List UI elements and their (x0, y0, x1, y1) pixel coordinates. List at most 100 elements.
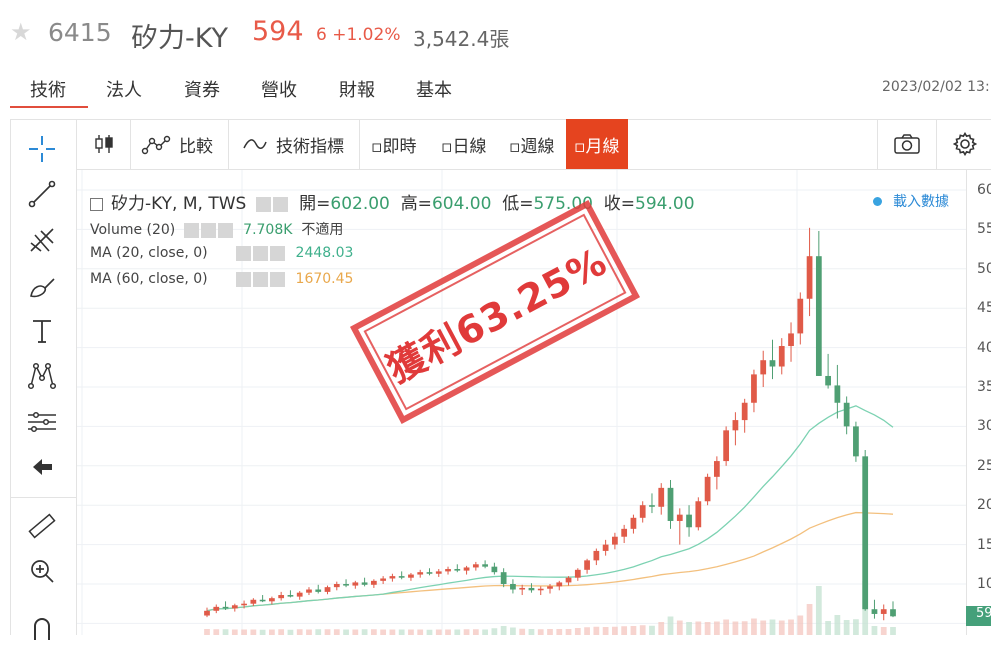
volume-bar (806, 604, 813, 635)
volume-bar (704, 622, 711, 635)
volume-bar (732, 621, 739, 635)
period-monthly[interactable]: ▫月線 (566, 119, 628, 169)
candle-body (259, 599, 266, 602)
candlestick-icon (94, 135, 113, 153)
tab-margin[interactable]: 資券 (184, 80, 220, 101)
ma60-legend: MA (60, close, 0) 1670.45 (90, 271, 353, 287)
volume-bar (630, 626, 637, 635)
tab-revenue[interactable]: 營收 (261, 80, 297, 101)
tab-financials[interactable]: 財報 (339, 80, 375, 101)
volume-bar (361, 629, 368, 635)
stock-name: 矽力-KY (131, 23, 228, 54)
volume-bar (204, 629, 210, 635)
indicators-button[interactable]: 技術指標 (230, 119, 360, 169)
chart-type-button[interactable] (77, 119, 131, 169)
volume-bar (389, 629, 396, 635)
crosshair-icon[interactable] (24, 131, 60, 167)
settings-button[interactable] (936, 119, 991, 169)
candle-body (667, 487, 674, 521)
high-label: 高= (400, 194, 432, 214)
y-tick-label: 25 (977, 457, 991, 474)
volume-bar (333, 629, 340, 635)
candle-body (519, 587, 526, 590)
measure-tool-icon[interactable] (24, 404, 60, 440)
volume-legend: Volume (20) 7.708K 不適用 (90, 219, 343, 239)
magnet-icon[interactable] (24, 609, 60, 645)
candle-body (435, 571, 442, 574)
active-tab-underline (10, 106, 88, 108)
back-arrow-icon[interactable] (24, 449, 60, 485)
volume-bar (370, 629, 377, 635)
tab-institutional[interactable]: 法人 (106, 80, 142, 101)
volume-bar (825, 621, 831, 635)
candle-body (306, 589, 312, 593)
candle-body (713, 461, 720, 477)
volume-bar (574, 628, 581, 635)
candle-body (380, 578, 387, 581)
volume-bar (649, 625, 655, 635)
price-axis[interactable]: 60 55 50 45 40 35 30 25 20 15 10 (966, 170, 991, 635)
candle-body (871, 609, 878, 614)
volume-bar (695, 621, 702, 635)
candle-body (880, 609, 887, 614)
period-realtime[interactable]: ▫即時 (371, 136, 417, 157)
candle-body (658, 487, 665, 507)
tab-technical[interactable]: 技術 (30, 80, 66, 101)
volume-bar (584, 627, 590, 635)
candle-body (621, 528, 628, 537)
candle-body (602, 544, 609, 551)
ma60-legend-buttons[interactable] (236, 271, 287, 287)
close-value: 594.00 (635, 194, 695, 214)
period-daily[interactable]: ▫日線 (441, 136, 487, 157)
candle-body (241, 603, 247, 606)
volume-name: Volume (20) (90, 222, 176, 238)
candle-body (389, 576, 396, 579)
volume-bar (231, 629, 238, 635)
volume-bar (417, 629, 424, 635)
text-tool-icon[interactable] (24, 313, 60, 349)
pattern-tool-icon[interactable] (24, 357, 60, 393)
zoom-in-icon[interactable] (24, 553, 60, 589)
candle-body (797, 298, 804, 334)
ruler-icon[interactable] (24, 508, 60, 544)
volume-bar (510, 627, 516, 635)
load-data-link[interactable]: 載入數據 (873, 191, 949, 211)
candle-body (547, 586, 553, 589)
fib-tool-icon[interactable] (24, 222, 60, 258)
volume-bar (890, 627, 896, 635)
candlestick-chart[interactable] (77, 170, 991, 635)
compare-button[interactable]: 比較 (131, 119, 229, 169)
legend-buttons[interactable] (255, 194, 290, 214)
candle-body (686, 514, 692, 528)
volume-bar (500, 626, 507, 635)
trend-line-icon[interactable] (24, 176, 60, 212)
candle-body (324, 587, 331, 592)
candle-body (537, 588, 544, 591)
volume-legend-buttons[interactable] (183, 222, 235, 238)
ma60-name: MA (60, close, 0) (90, 271, 208, 287)
volume-bar (667, 616, 674, 635)
ma60-line (206, 511, 894, 612)
candle-body (352, 582, 359, 586)
datetime-label: 2023/02/02 13: (882, 79, 990, 95)
collapse-icon[interactable] (90, 197, 103, 211)
y-tick-label: 50 (977, 260, 991, 277)
volume-bar (658, 622, 665, 635)
volume-bar (602, 627, 609, 635)
candle-body (528, 587, 535, 591)
volume-bar (269, 629, 275, 635)
screenshot-button[interactable] (877, 119, 936, 169)
volume-bar (241, 629, 247, 635)
favorite-star-icon[interactable]: ★ (10, 18, 32, 46)
volume-bar (287, 629, 294, 635)
tab-basic[interactable]: 基本 (416, 80, 452, 101)
volume-bar (315, 629, 322, 635)
candle-body (231, 605, 238, 609)
compare-icon (141, 135, 171, 155)
brush-icon[interactable] (24, 269, 60, 305)
volume-bar (380, 629, 387, 635)
ma20-legend-buttons[interactable] (236, 245, 287, 261)
candle-body (269, 598, 275, 602)
y-tick-label: 45 (977, 300, 991, 317)
period-weekly[interactable]: ▫週線 (509, 136, 555, 157)
